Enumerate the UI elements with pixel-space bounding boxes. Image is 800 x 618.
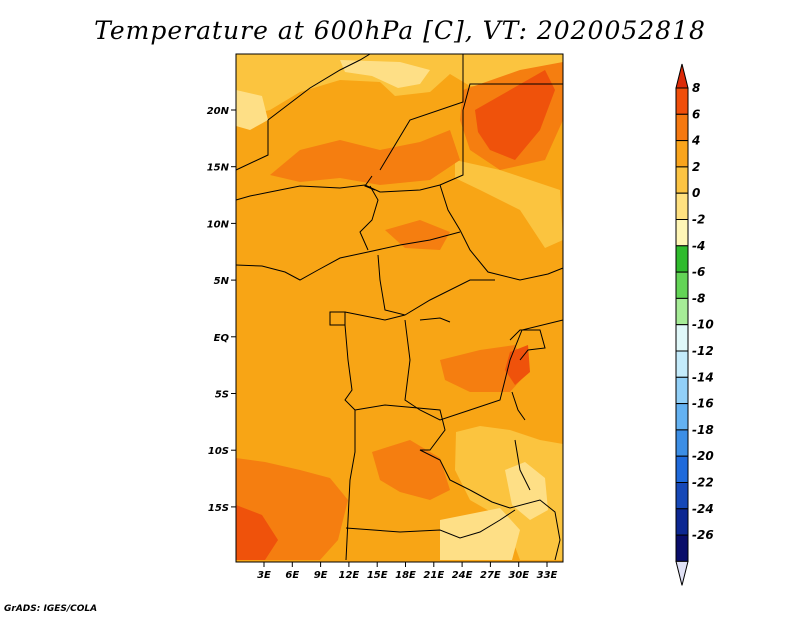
hot-region-southwest [236,505,278,560]
cool-region-top [340,60,430,88]
warm-region-great-lakes [440,345,528,392]
colorbar-box [675,534,689,562]
colorbar-box [675,297,689,326]
lat-label: 5S [215,390,229,401]
lat-label: 20N [207,106,230,117]
cool-region-northwest [236,90,268,130]
lat-label: 15N [207,163,230,174]
lon-label: 3E [257,570,271,581]
colorbar-box [675,455,689,484]
lat-label: 5N [214,276,230,287]
colorbar-label: 8 [692,81,700,95]
colorbar-box [675,87,689,115]
cool-region-south-coast [440,508,520,560]
lat-label: 15S [208,503,229,514]
lon-label: 18E [395,570,416,581]
colorbar-box [675,508,689,536]
colorbar-box [675,140,689,168]
lon-label: 12E [339,570,360,581]
lon-label: 21E [423,570,444,581]
lon-label: 6E [285,570,299,581]
lat-label: 10N [207,219,230,230]
colorbar-label: -18 [692,423,714,437]
lat-label: 10S [208,446,229,457]
cool-region-east-north [455,160,563,248]
colorbar-box [675,403,689,431]
colorbar-label: -12 [692,344,714,358]
hot-region-northeast [475,70,555,160]
warm-region-sahel [270,130,460,185]
colorbar-label: -24 [692,502,714,516]
colorbar-box [675,192,689,220]
colorbar: 8 6 4 2 0 -2 -4 -6 -8 -10 -12 -14 -16 -18 -20 -22 -24 -26 [675,63,714,586]
lat-label: EQ [214,333,230,344]
grads-credit: GrADS: IGES/COLA [4,604,98,614]
colorbar-bottom-arrow [675,560,689,586]
colorbar-label: -4 [692,239,705,253]
colorbar-box [675,219,689,247]
lon-label: 27E [480,570,501,581]
colorbar-label: 6 [692,107,700,121]
colorbar-label: -26 [692,528,714,542]
lon-label: 24E [452,570,473,581]
lon-label: 30E [508,570,529,581]
warm-region-central [385,220,450,250]
colorbar-label: -14 [692,370,714,384]
latitude-axis: 20N 15N 10N 5N EQ 5S 10S 15S [207,106,236,514]
lon-label: 33E [537,570,558,581]
map-frame [235,53,564,563]
lon-label: 9E [314,570,328,581]
colorbar-box [675,350,689,378]
country-borders [235,53,564,561]
colorbar-label: -22 [692,476,714,490]
colorbar-label: -2 [692,213,705,227]
colorbar-label: -8 [692,291,705,305]
colorbar-label: -6 [692,265,705,279]
cool-region-southeast [455,426,563,560]
temperature-field [236,54,563,562]
colorbar-label: -10 [692,318,714,332]
colorbar-box [675,429,689,457]
lon-label: 15E [367,570,388,581]
colorbar-box [675,166,689,194]
colorbar-label: 2 [692,160,700,174]
colorbar-label: 0 [692,186,700,200]
coolest-region-southeast [505,462,548,520]
map-title: Temperature at 600hPa [C], VT: 202005281… [94,16,706,45]
colorbar-label: 4 [691,134,700,148]
colorbar-box [675,324,689,352]
colorbar-box [675,271,689,299]
colorbar-box [675,113,689,142]
colorbar-box [675,482,689,510]
colorbar-box [675,245,689,273]
longitude-axis: 3E 6E 9E 12E 15E 18E 21E 24E 27E 30E 33E [257,562,558,581]
colorbar-label: -20 [692,449,714,463]
colorbar-top-arrow [675,63,689,89]
colorbar-label: -16 [692,397,714,411]
colorbar-box [675,376,689,405]
